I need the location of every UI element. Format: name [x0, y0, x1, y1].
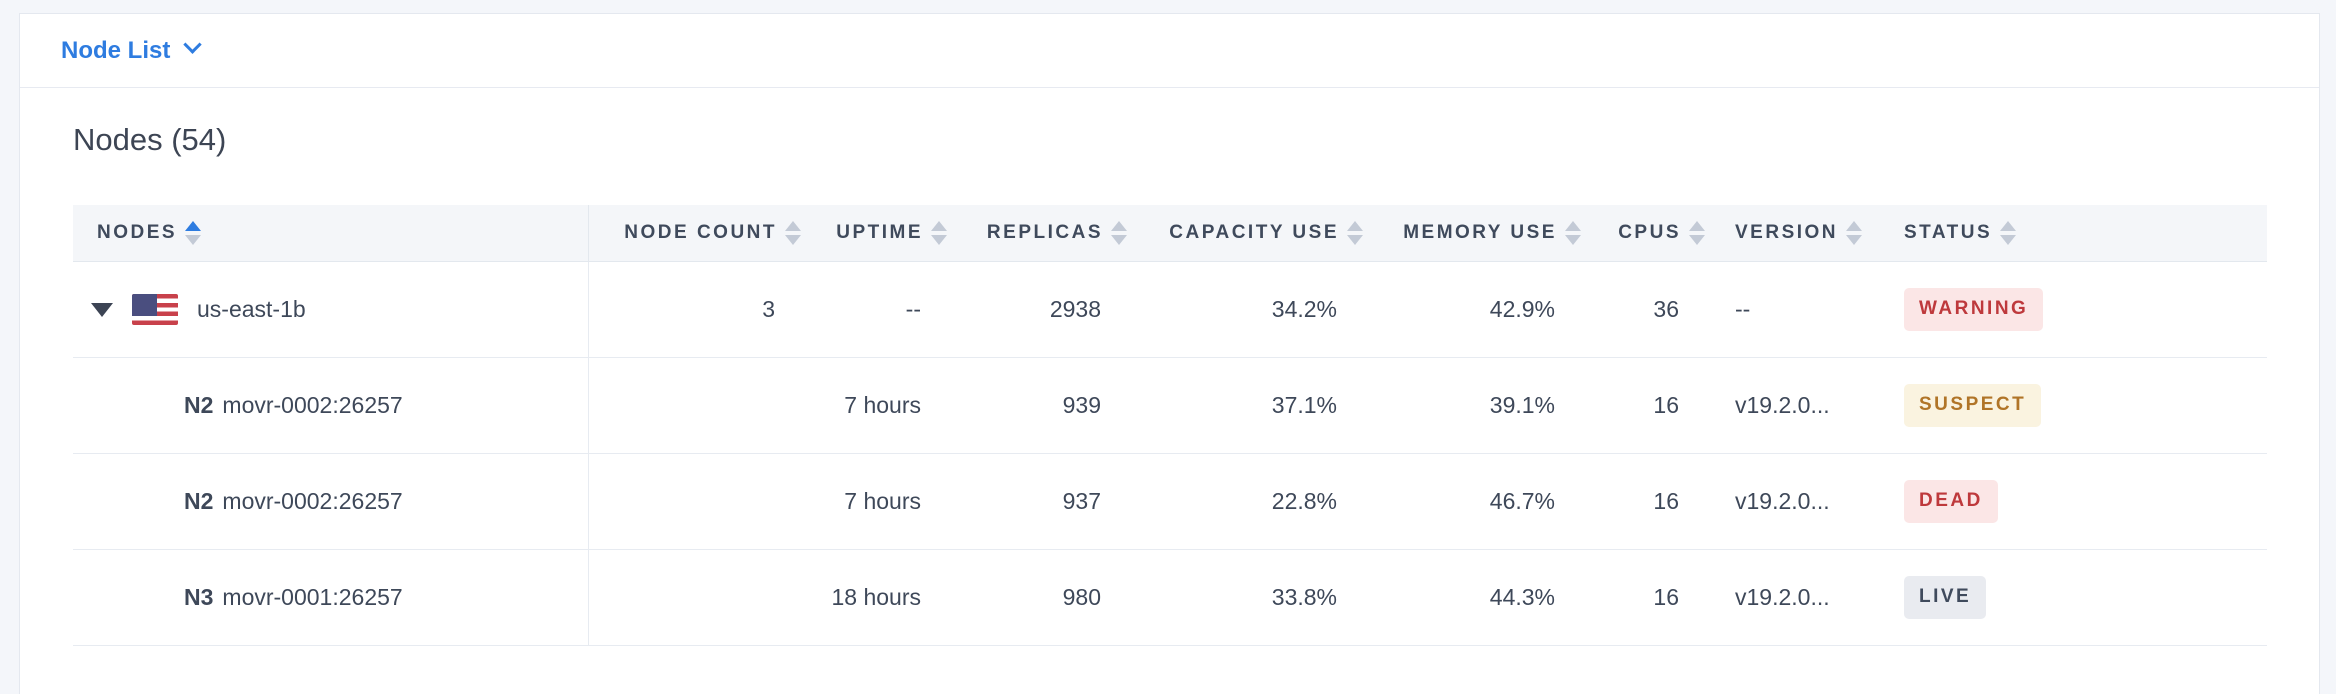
collapse-caret-icon[interactable]	[91, 302, 113, 317]
column-label: CAPACITY USE	[1169, 222, 1339, 243]
nodes-table: NODES NODE COUNT UPTIME REPLICAS CAPACIT…	[73, 205, 2267, 646]
node-address: movr-0002:26257	[222, 488, 403, 514]
column-label: REPLICAS	[986, 222, 1103, 243]
cpus-cell: 36	[1653, 296, 1679, 322]
memory-use-cell: 44.3%	[1489, 584, 1555, 610]
sort-icon[interactable]	[1846, 221, 1863, 245]
capacity-use-cell: 37.1%	[1271, 392, 1337, 418]
cpus-cell: 16	[1653, 488, 1679, 514]
column-label: UPTIME	[836, 222, 923, 243]
node-count-cell	[589, 358, 807, 453]
status-cell: WARNING	[1887, 262, 2267, 357]
status-badge: LIVE	[1904, 576, 1987, 619]
table-row-node[interactable]: N2 movr-0002:26257 7 hours 937 22.8% 46.…	[73, 454, 2267, 550]
node-list-card: Node List Nodes (54) NODES NODE COUNT UP…	[19, 13, 2320, 694]
capacity-use-cell: 34.2%	[1271, 296, 1337, 322]
column-header-status[interactable]: STATUS	[1887, 205, 2267, 261]
version-cell: v19.2.0...	[1735, 392, 1830, 418]
status-badge: SUSPECT	[1904, 384, 2042, 427]
column-label: VERSION	[1735, 222, 1839, 243]
node-id: N2	[184, 392, 214, 418]
node-id: N3	[184, 584, 214, 610]
page-title: Nodes (54)	[73, 122, 227, 157]
sort-icon[interactable]	[785, 221, 801, 245]
column-header-uptime[interactable]: UPTIME	[807, 205, 953, 261]
sort-icon[interactable]	[1689, 221, 1705, 245]
node-id: N2	[184, 488, 214, 514]
column-header-capacity-use[interactable]: CAPACITY USE	[1133, 205, 1369, 261]
us-flag-icon	[132, 294, 178, 325]
chevron-down-icon	[183, 35, 203, 54]
status-cell: DEAD	[1887, 454, 2267, 549]
node-name-cell: N2 movr-0002:26257	[73, 358, 589, 453]
node-count-cell	[589, 550, 807, 645]
table-row-region[interactable]: us-east-1b 3 -- 2938 34.2% 42.9% 36 -- W…	[73, 262, 2267, 358]
node-count-cell	[589, 454, 807, 549]
node-address: movr-0002:26257	[222, 392, 403, 418]
table-row-node[interactable]: N3 movr-0001:26257 18 hours 980 33.8% 44…	[73, 550, 2267, 646]
replicas-cell: 937	[1062, 488, 1101, 514]
table-row-node[interactable]: N2 movr-0002:26257 7 hours 939 37.1% 39.…	[73, 358, 2267, 454]
node-address: movr-0001:26257	[222, 584, 403, 610]
replicas-cell: 2938	[1049, 296, 1101, 322]
status-badge: DEAD	[1904, 480, 1998, 523]
column-header-node-count[interactable]: NODE COUNT	[589, 205, 807, 261]
column-header-version[interactable]: VERSION	[1711, 205, 1887, 261]
column-label: NODE COUNT	[624, 222, 777, 243]
region-name: us-east-1b	[197, 296, 306, 322]
column-header-memory-use[interactable]: MEMORY USE	[1369, 205, 1587, 261]
uptime-cell: 7 hours	[844, 488, 921, 514]
status-cell: LIVE	[1887, 550, 2267, 645]
sort-icon[interactable]	[931, 221, 947, 245]
cpus-cell: 16	[1653, 392, 1679, 418]
sort-icon[interactable]	[185, 221, 202, 245]
column-label: CPUS	[1618, 222, 1681, 243]
capacity-use-cell: 33.8%	[1271, 584, 1337, 610]
column-label: MEMORY USE	[1403, 222, 1557, 243]
view-selector-label[interactable]: Node List	[61, 36, 171, 64]
view-selector-dropdown[interactable]: Node List	[20, 14, 2319, 88]
column-header-nodes[interactable]: NODES	[73, 205, 589, 261]
uptime-cell: --	[905, 296, 921, 322]
sort-icon[interactable]	[1565, 221, 1581, 245]
node-name-cell: N3 movr-0001:26257	[73, 550, 589, 645]
status-badge: WARNING	[1904, 288, 2044, 331]
version-cell: --	[1735, 296, 1751, 322]
version-cell: v19.2.0...	[1735, 584, 1830, 610]
replicas-cell: 980	[1062, 584, 1101, 610]
table-header-row: NODES NODE COUNT UPTIME REPLICAS CAPACIT…	[73, 205, 2267, 262]
column-label: NODES	[97, 222, 178, 243]
column-header-replicas[interactable]: REPLICAS	[953, 205, 1133, 261]
node-count-cell: 3	[762, 296, 775, 322]
sort-icon[interactable]	[1111, 221, 1127, 245]
sort-icon[interactable]	[2000, 221, 2017, 245]
capacity-use-cell: 22.8%	[1271, 488, 1337, 514]
memory-use-cell: 39.1%	[1489, 392, 1555, 418]
version-cell: v19.2.0...	[1735, 488, 1830, 514]
nodes-content: Nodes (54) NODES NODE COUNT UPTIME REPLI…	[20, 88, 2319, 646]
node-name-cell: N2 movr-0002:26257	[73, 454, 589, 549]
column-header-cpus[interactable]: CPUS	[1587, 205, 1711, 261]
column-label: STATUS	[1904, 222, 1993, 243]
memory-use-cell: 46.7%	[1489, 488, 1555, 514]
uptime-cell: 7 hours	[844, 392, 921, 418]
cpus-cell: 16	[1653, 584, 1679, 610]
uptime-cell: 18 hours	[831, 584, 921, 610]
region-cell: us-east-1b	[73, 262, 589, 357]
replicas-cell: 939	[1062, 392, 1101, 418]
status-cell: SUSPECT	[1887, 358, 2267, 453]
sort-icon[interactable]	[1347, 221, 1363, 245]
memory-use-cell: 42.9%	[1489, 296, 1555, 322]
